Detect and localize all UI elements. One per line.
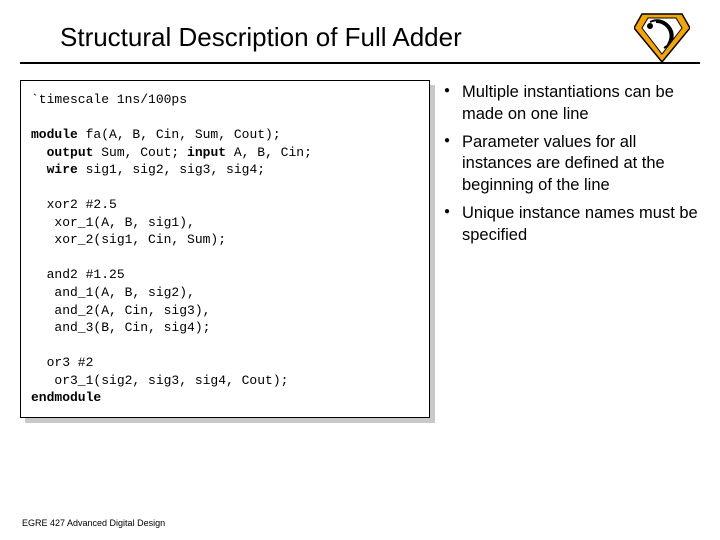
list-item: Unique instance names must be specified <box>444 203 700 247</box>
code-line: and_1(A, B, sig2), <box>31 285 195 300</box>
footer-text: EGRE 427 Advanced Digital Design <box>22 518 165 528</box>
code-line: or3 #2 <box>31 355 93 370</box>
keyword-input: input <box>187 145 226 160</box>
code-text: fa(A, B, Cin, Sum, Cout); <box>78 127 281 142</box>
code-line: xor_2(sig1, Cin, Sum); <box>31 232 226 247</box>
keyword-output: output <box>47 145 94 160</box>
page-title: Structural Description of Full Adder <box>60 22 462 53</box>
code-text: Sum, Cout; <box>93 145 187 160</box>
list-item: Multiple instantiations can be made on o… <box>444 82 700 126</box>
keyword-endmodule: endmodule <box>31 390 101 405</box>
bullet-list: Multiple instantiations can be made on o… <box>444 80 700 418</box>
code-line: `timescale 1ns/100ps <box>31 92 187 107</box>
code-block: `timescale 1ns/100ps module fa(A, B, Cin… <box>20 80 430 418</box>
code-line: and2 #1.25 <box>31 267 125 282</box>
code-line: and_3(B, Cin, sig4); <box>31 320 210 335</box>
code-line: and_2(A, Cin, sig3), <box>31 303 210 318</box>
keyword-module: module <box>31 127 78 142</box>
keyword-wire: wire <box>47 162 78 177</box>
code-text: sig1, sig2, sig3, sig4; <box>78 162 265 177</box>
code-line: xor2 #2.5 <box>31 197 117 212</box>
code-text: A, B, Cin; <box>226 145 312 160</box>
vt-logo <box>634 8 690 64</box>
code-block-container: `timescale 1ns/100ps module fa(A, B, Cin… <box>20 80 430 418</box>
code-line: or3_1(sig2, sig3, sig4, Cout); <box>31 373 288 388</box>
list-item: Parameter values for all instances are d… <box>444 132 700 197</box>
title-divider <box>20 62 700 64</box>
code-line: xor_1(A, B, sig1), <box>31 215 195 230</box>
